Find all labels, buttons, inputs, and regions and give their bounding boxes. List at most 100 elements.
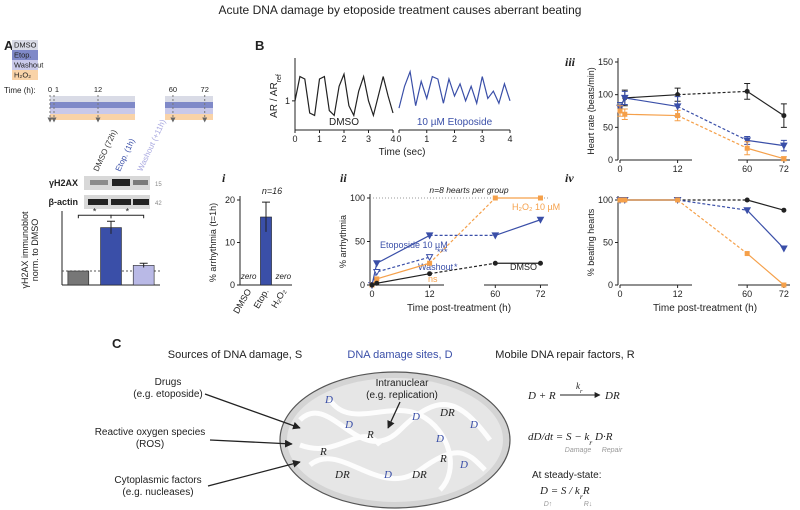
data-point bbox=[622, 197, 628, 203]
bar bbox=[67, 270, 90, 286]
series-label: Etoposide 10 µM bbox=[380, 240, 448, 250]
equation-part: r bbox=[589, 438, 593, 447]
steady-state-label: At steady-state: bbox=[532, 470, 601, 481]
data-point bbox=[374, 280, 380, 286]
x-tick-label: 0 bbox=[617, 289, 622, 299]
equation-note: Damage bbox=[565, 447, 592, 454]
timeline-tick-label: 12 bbox=[94, 85, 102, 94]
data-point bbox=[617, 197, 623, 203]
y-tick-label: 50 bbox=[355, 237, 365, 247]
timeline-band bbox=[165, 96, 213, 102]
data-point bbox=[491, 232, 500, 240]
source-label: Drugs bbox=[155, 377, 182, 388]
panel-label: C bbox=[112, 336, 122, 351]
x-axis-label: Time post-treatment (h) bbox=[407, 303, 511, 314]
damage-site: D bbox=[411, 411, 420, 423]
lane-label: Washout (+11h) bbox=[136, 118, 168, 173]
data-point bbox=[425, 232, 434, 240]
timeline-label: Time (h): bbox=[4, 86, 36, 95]
panel-label: iii bbox=[565, 55, 576, 69]
legend-swatch bbox=[12, 70, 38, 80]
legend-swatch bbox=[12, 40, 38, 50]
data-point bbox=[374, 276, 380, 282]
series-line bbox=[747, 139, 784, 147]
diagram-heading: Mobile DNA repair factors, R bbox=[495, 349, 634, 361]
panel-label: B bbox=[255, 38, 264, 53]
x-tick-label: DMSO bbox=[231, 287, 253, 315]
legend-label: Washout bbox=[14, 60, 44, 69]
series-connector bbox=[677, 105, 748, 141]
data-point bbox=[675, 113, 681, 119]
damage-site: R bbox=[319, 446, 327, 458]
source-label: (ROS) bbox=[136, 439, 164, 450]
y-axis-label: AR / ARref bbox=[269, 74, 283, 118]
timeline-band bbox=[165, 102, 213, 108]
data-point bbox=[622, 111, 628, 117]
data-point bbox=[536, 216, 545, 224]
series-line bbox=[747, 199, 785, 211]
x-tick-label: 0 bbox=[369, 289, 374, 299]
significance-bracket bbox=[110, 214, 145, 219]
damage-site: D bbox=[469, 419, 478, 431]
y-axis-label: norm. to DMSO bbox=[30, 219, 40, 282]
equation-part: r bbox=[580, 492, 584, 501]
source-label: Reactive oxygen species bbox=[95, 427, 206, 438]
figure-title: Acute DNA damage by etoposide treatment … bbox=[219, 3, 582, 17]
rate-constant-part: k bbox=[576, 381, 581, 391]
equation: D + R bbox=[527, 390, 556, 402]
x-tick-label: 12 bbox=[425, 289, 435, 299]
value-label: zero bbox=[240, 272, 257, 281]
source-label: (e.g. etoposide) bbox=[133, 389, 203, 400]
diagram-heading: Sources of DNA damage, S bbox=[168, 349, 303, 361]
x-tick-label: 3 bbox=[366, 134, 371, 144]
inner-label: Intranuclear bbox=[376, 378, 429, 389]
x-tick-label: 12 bbox=[673, 289, 683, 299]
data-point bbox=[781, 282, 787, 288]
data-point bbox=[744, 251, 750, 257]
legend-label: DMSO bbox=[14, 40, 37, 49]
x-tick-label: 1 bbox=[317, 134, 322, 144]
data-point bbox=[369, 282, 375, 288]
series-line bbox=[747, 147, 785, 160]
data-point bbox=[617, 108, 623, 114]
data-point bbox=[743, 207, 752, 215]
significance-label: * bbox=[126, 206, 130, 216]
timeline-band bbox=[50, 96, 135, 102]
timeline-band bbox=[165, 108, 213, 114]
damage-site: DR bbox=[334, 469, 350, 481]
series-label: H₂O₂ 10 µM bbox=[512, 202, 560, 212]
y-tick-label: 0 bbox=[230, 280, 235, 290]
blot-marker: 42 bbox=[155, 201, 162, 207]
panel-label: ii bbox=[340, 171, 347, 185]
rate-constant-part: r bbox=[580, 388, 583, 395]
series-line bbox=[619, 110, 678, 117]
data-point bbox=[780, 245, 788, 253]
series-line bbox=[619, 97, 678, 108]
data-point bbox=[781, 156, 787, 162]
y-axis-label-part: ref bbox=[276, 74, 283, 82]
x-axis-label: Time post-treatment (h) bbox=[653, 303, 757, 314]
bar bbox=[132, 265, 155, 286]
nucleus bbox=[279, 371, 511, 509]
data-point bbox=[620, 94, 629, 102]
data-point bbox=[537, 260, 543, 266]
equation-note: R↓ bbox=[584, 501, 593, 508]
data-point bbox=[673, 103, 682, 111]
data-point bbox=[743, 137, 752, 145]
damage-site: D bbox=[459, 459, 468, 471]
blot-row-label: β-actin bbox=[49, 197, 79, 207]
damage-site: D bbox=[383, 469, 392, 481]
equation-note: D↑ bbox=[544, 501, 553, 508]
series-connector bbox=[677, 199, 748, 211]
timeline-tick-label: 0 bbox=[48, 85, 52, 94]
x-tick-label: 0 bbox=[617, 164, 622, 174]
series-line bbox=[495, 219, 541, 236]
equation: dD/dt = S − kr D·R bbox=[528, 431, 613, 447]
data-point bbox=[744, 197, 750, 203]
axis-break bbox=[137, 92, 150, 125]
x-tick-label: 60 bbox=[490, 289, 500, 299]
y-axis-label: % arrhythmia (t=1h) bbox=[208, 203, 218, 282]
x-tick-label: 4 bbox=[507, 134, 512, 144]
x-tick-label: 72 bbox=[535, 289, 545, 299]
damage-site: DR bbox=[411, 469, 427, 481]
